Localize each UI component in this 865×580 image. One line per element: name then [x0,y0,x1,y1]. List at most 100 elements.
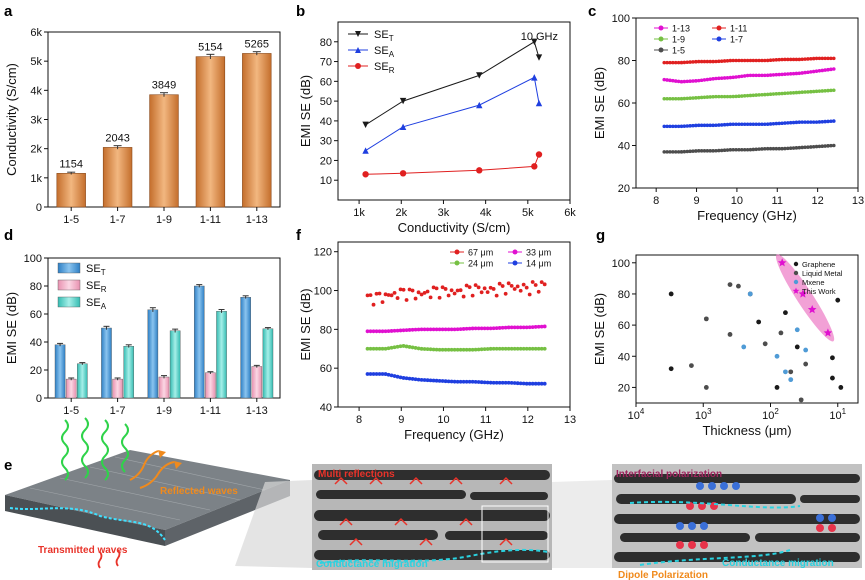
point-33 μm [494,326,499,331]
point-24 μm [449,347,454,352]
point-67 μm [491,287,496,291]
point-24 μm [383,346,388,351]
point-14 μm [431,378,436,383]
conductance-migration-label-1: Conductance migration [316,559,428,570]
point-1-5 [763,146,767,151]
panel-b-xlabel: Conductivity (S/cm) [398,220,511,235]
point-1-13 [719,76,724,80]
panel-c-xtick-label: 11 [772,195,783,207]
point-1-11 [734,58,738,63]
point-24 μm [476,347,481,352]
panel-b-ytick-label: 50 [320,96,332,108]
point-1-11 [783,57,787,62]
zoom-connector-2 [552,480,612,568]
point-24 μm [542,346,547,351]
point-SE_R [531,163,538,170]
point-SE_A [399,123,407,131]
legend-label: 1-13 [672,24,690,34]
point-Graphene [668,291,674,297]
point-33 μm [452,327,457,332]
point-33 μm [542,324,547,329]
panel-f-xtick-label: 13 [564,414,576,426]
legend-marker [658,36,664,42]
panel-c-ytick-label: 80 [618,56,630,68]
point-1-7 [811,120,816,124]
point-1-7 [760,122,764,127]
point-1-9 [826,88,830,93]
point-1-7 [791,120,796,125]
point-67 μm [401,287,406,292]
legend-label: 1-9 [672,35,685,45]
point-1-7 [771,121,776,126]
point-1-7 [722,122,727,127]
legend-label: SEA [374,45,395,59]
point-67 μm [539,280,544,285]
panel-label-d: d [4,227,13,244]
point-1-5 [682,149,687,154]
point-1-7 [682,124,687,128]
point-14 μm [509,380,514,385]
legend-label: SET [374,29,394,43]
panel-a-ytick-label: 6k [30,27,42,39]
point-1-11 [763,58,767,63]
point-24 μm [530,346,535,351]
panel-g-xtick-label: 101 [829,407,846,422]
point-14 μm [527,381,532,386]
point-67 μm [527,292,532,297]
point-33 μm [392,328,397,333]
point-24 μm [455,347,460,352]
point-1-7 [826,119,830,124]
point-14 μm [515,381,520,386]
point-1-11 [740,58,744,63]
point-24 μm [413,346,418,350]
point-1-5 [757,147,761,151]
panel-b-ytick-label: 70 [320,57,332,69]
point-67 μm [389,293,394,298]
interfacial-polarization-label: Interfacial polarization [616,469,722,480]
point-SE_T [362,121,369,129]
panel-d-ytick-label: 20 [30,365,42,377]
bar-SE_R [158,376,170,399]
point-1-13 [673,79,678,83]
point-1-9 [751,93,756,98]
point-1-11 [748,58,753,63]
point-24 μm [416,346,421,351]
point-24 μm [392,345,397,350]
point-67 μm [470,293,475,298]
point-1-7 [817,120,822,124]
panel-f-ytick-label: 60 [320,363,332,375]
point-67 μm [410,288,415,293]
point-14 μm [422,378,427,382]
point-1-5 [696,149,701,153]
point-1-13 [794,71,799,76]
this-work-highlight [775,254,835,342]
point-14 μm [464,379,469,384]
point-1-13 [777,72,781,77]
dipole-polarization-label: Dipole Polarization [618,570,708,580]
point-Liquid-Metal [703,385,709,390]
point-14 μm [539,381,544,386]
panel-g-xtick-label: 104 [628,407,645,422]
point-1-5 [831,143,836,148]
point-24 μm [503,346,508,351]
point-1-5 [811,144,816,149]
point-1-5 [823,144,827,148]
point-Graphene [835,297,841,303]
data-label: 2043 [105,132,129,144]
point-1-11 [688,60,692,64]
point-24 μm [482,347,487,352]
point-14 μm [488,380,493,385]
film-illustration [5,450,290,546]
legend-marker [793,270,799,276]
point-1-7 [820,119,825,124]
point-1-13 [791,71,796,76]
point-1-7 [823,119,827,124]
panel-d-ytick-label: 0 [36,393,42,405]
legend-marker [793,279,799,285]
point-1-7 [808,120,813,124]
point-1-5 [719,148,724,153]
panel-f-ytick-label: 80 [320,324,332,336]
legend-swatch [57,296,81,308]
panel-b-xtick-label: 5k [522,207,534,219]
point-1-11 [717,59,721,64]
